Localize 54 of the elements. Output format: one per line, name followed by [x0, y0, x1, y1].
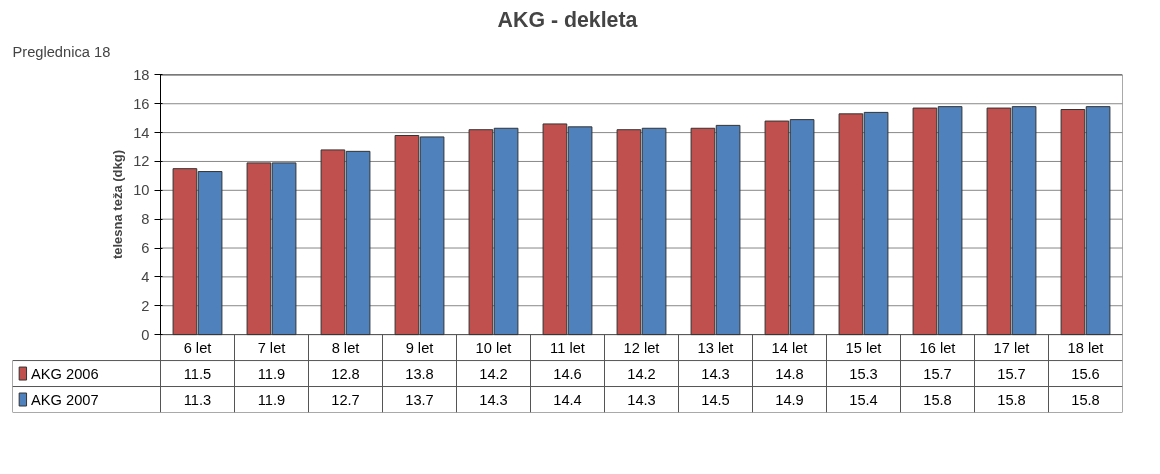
- x-tick-label: 6 let: [183, 339, 212, 356]
- data-label: 15.7: [997, 365, 1026, 382]
- data-label: 11.9: [257, 365, 286, 382]
- data-label: 11.9: [257, 391, 286, 408]
- data-label: 11.5: [183, 365, 212, 382]
- x-tick-label: 15 let: [845, 339, 882, 356]
- y-tick-label: 18: [133, 66, 150, 83]
- data-label: 15.4: [849, 391, 878, 408]
- x-tick-label: 13 let: [697, 339, 734, 356]
- text: Preglednica 18: [12, 43, 111, 60]
- data-label: 14.3: [701, 365, 730, 382]
- chart-title: AKG - dekleta: [497, 7, 638, 32]
- y-tick-label: 16: [133, 95, 150, 112]
- data-label: 14.2: [627, 365, 656, 382]
- data-label: 15.3: [849, 365, 878, 382]
- x-tick-label: 16 let: [919, 339, 956, 356]
- legend-label: AKG 2006: [31, 365, 99, 382]
- data-label: 14.3: [627, 391, 656, 408]
- data-label: 15.6: [1071, 365, 1100, 382]
- data-label: 14.8: [775, 365, 804, 382]
- x-tick-label: 12 let: [623, 339, 660, 356]
- data-label: 13.7: [405, 391, 434, 408]
- y-tick-label: 14: [133, 124, 150, 141]
- x-tick-label: 14 let: [771, 339, 808, 356]
- data-label: 11.3: [183, 391, 212, 408]
- y-tick-label: 6: [141, 240, 150, 257]
- data-label: 13.8: [405, 365, 434, 382]
- data-label: 14.4: [553, 391, 582, 408]
- y-tick-label: 0: [141, 326, 150, 343]
- data-label: 12.7: [331, 391, 360, 408]
- y-tick-label: 12: [133, 153, 150, 170]
- x-tick-label: 11 let: [550, 339, 585, 356]
- legend-label: AKG 2007: [31, 391, 99, 408]
- data-label: 12.8: [331, 365, 360, 382]
- data-label: 14.2: [479, 365, 508, 382]
- data-label: 15.8: [923, 391, 952, 408]
- data-label: 15.8: [997, 391, 1026, 408]
- y-tick-label: 4: [141, 268, 150, 285]
- x-tick-label: 18 let: [1067, 339, 1104, 356]
- data-label: 14.9: [775, 391, 804, 408]
- y-tick-label: 8: [141, 211, 150, 228]
- y-axis-title: telesna teža (dkg): [110, 149, 126, 260]
- x-tick-label: 8 let: [331, 339, 360, 356]
- data-label: 14.5: [701, 391, 730, 408]
- data-label: 15.7: [923, 365, 952, 382]
- x-tick-label: 7 let: [257, 339, 286, 356]
- data-label: 14.3: [479, 391, 508, 408]
- y-tick-label: 2: [141, 297, 150, 314]
- x-tick-label: 17 let: [993, 339, 1030, 356]
- data-label: 15.8: [1071, 391, 1100, 408]
- x-tick-label: 10 let: [475, 339, 512, 356]
- y-tick-label: 10: [133, 182, 150, 199]
- data-label: 14.6: [553, 365, 582, 382]
- x-tick-label: 9 let: [405, 339, 434, 356]
